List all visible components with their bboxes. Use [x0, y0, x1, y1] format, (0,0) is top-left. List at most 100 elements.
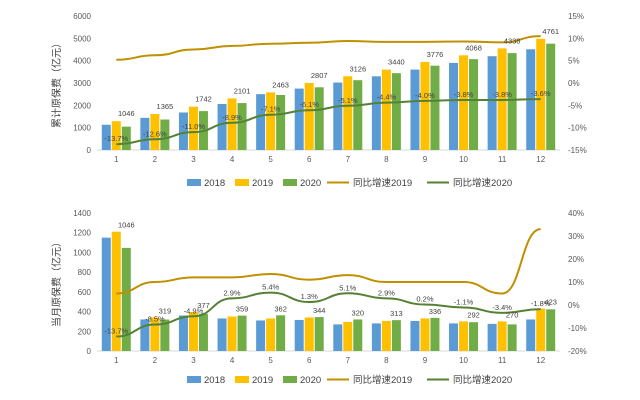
bar-2018-5 — [256, 320, 266, 351]
bar-data-label: 292 — [467, 310, 480, 319]
bar-2018-7 — [333, 82, 343, 150]
y-tick-label: 600 — [78, 288, 92, 297]
bar-2019-1 — [111, 121, 121, 150]
bar-2018-9 — [410, 69, 420, 150]
bar-data-label: 423 — [544, 298, 557, 307]
legend-item-2019: 2019 — [235, 178, 273, 189]
x-tick-label: 7 — [346, 155, 351, 164]
bar-2019-10 — [459, 55, 469, 150]
bar-2020-9 — [430, 317, 440, 351]
y-tick-label: 1000 — [73, 124, 91, 133]
bar-data-label: 3776 — [427, 50, 444, 59]
bar-2020-7 — [353, 319, 363, 351]
bar-2019-1 — [111, 231, 121, 351]
bar-2020-12 — [546, 309, 556, 351]
bar-2018-6 — [294, 319, 304, 351]
y-tick-label: 3000 — [73, 79, 91, 88]
x-tick-label: 1 — [114, 356, 119, 365]
x-tick-label: 1 — [114, 155, 119, 164]
bar-2018-7 — [333, 324, 343, 351]
legend-swatch — [235, 179, 249, 186]
line-data-label: -13.7% — [104, 327, 128, 336]
line-data-label: 0.2% — [416, 295, 433, 304]
y-tick-label: 6000 — [73, 12, 91, 21]
bar-2020-1 — [121, 247, 131, 351]
legend-swatch — [187, 179, 201, 186]
legend-swatch — [283, 376, 297, 383]
bar-2019-9 — [420, 318, 430, 351]
bar-2019-4 — [227, 98, 237, 150]
y2-tick-label: 10% — [568, 278, 584, 287]
x-tick-label: 11 — [498, 155, 507, 164]
bar-2018-2 — [140, 319, 150, 351]
bar-data-label: 4068 — [465, 43, 482, 52]
bar-2019-3 — [188, 312, 198, 351]
bar-2020-8 — [391, 320, 401, 351]
bar-2018-10 — [449, 323, 459, 351]
bar-2020-4 — [237, 315, 247, 351]
legend-label: 同比增速2020 — [453, 177, 512, 189]
bar-2018-8 — [371, 323, 381, 351]
legend-item-2018: 2018 — [187, 375, 225, 386]
bar-2020-3 — [198, 313, 208, 351]
bar-2019-12 — [536, 38, 546, 150]
y-tick-label: 800 — [78, 268, 92, 277]
bar-2020-7 — [353, 80, 363, 150]
bar-2019-2 — [150, 114, 160, 150]
x-tick-label: 9 — [423, 356, 428, 365]
x-tick-label: 3 — [191, 155, 196, 164]
bar-2019-12 — [536, 308, 546, 351]
y2-tick-label: 10% — [568, 34, 584, 43]
y2-tick-label: 20% — [568, 255, 584, 264]
y-tick-label: 2000 — [73, 101, 91, 110]
line-data-label: -11.0% — [182, 122, 206, 131]
line-data-label: -4.9% — [184, 306, 204, 315]
legend-label: 同比增速2019 — [353, 177, 412, 189]
bar-2019-5 — [266, 318, 276, 351]
legend-item-2020: 2020 — [283, 178, 321, 189]
legend-label: 2019 — [252, 375, 273, 386]
bar-data-label: 359 — [236, 305, 249, 314]
bar-data-label: 3126 — [349, 64, 366, 73]
bar-2020-2 — [160, 319, 170, 351]
line-data-label: 1.3% — [301, 292, 318, 301]
x-tick-label: 10 — [459, 155, 468, 164]
line-data-label: -7.1% — [261, 105, 281, 114]
y-tick-label: 1400 — [73, 209, 91, 218]
bar-2018-5 — [256, 94, 266, 150]
bar-2019-11 — [497, 321, 507, 351]
x-tick-label: 12 — [536, 155, 545, 164]
bar-2018-11 — [487, 323, 497, 351]
line-同比增速2019 — [116, 35, 541, 61]
line-data-label: -8.5% — [145, 315, 165, 324]
bar-2020-6 — [314, 87, 324, 150]
bar-2018-8 — [371, 76, 381, 150]
legend-label: 2020 — [300, 375, 321, 386]
legend-swatch — [283, 179, 297, 186]
bar-2018-4 — [217, 318, 227, 351]
x-tick-label: 2 — [153, 356, 158, 365]
bar-2019-8 — [381, 69, 391, 150]
line-data-label: 5.1% — [339, 283, 356, 292]
line-同比增速2020 — [116, 98, 541, 146]
legend-label: 同比增速2019 — [353, 374, 412, 386]
bar-data-label: 1046 — [118, 221, 135, 230]
y-axis-title: 累计原保费（亿元） — [50, 38, 63, 128]
x-tick-label: 10 — [459, 356, 468, 365]
bar-data-label: 362 — [274, 304, 287, 313]
bar-data-label: 313 — [390, 309, 403, 318]
y-tick-label: 5000 — [73, 34, 91, 43]
line-data-label: -4.0% — [415, 91, 435, 100]
bar-2019-8 — [381, 320, 391, 351]
bar-data-label: 2463 — [272, 80, 289, 89]
line-data-label: -1.8% — [531, 299, 551, 308]
bar-2018-3 — [178, 112, 188, 150]
legend-swatch — [235, 376, 249, 383]
monthly-premium-chart: 0200400600800100012001400-20%-10%0%10%20… — [50, 209, 587, 386]
legend-swatch — [187, 376, 201, 383]
line-同比增速2020 — [116, 291, 541, 338]
y2-tick-label: -5% — [568, 101, 582, 110]
bar-data-label: 1046 — [118, 109, 135, 118]
x-tick-label: 11 — [498, 356, 507, 365]
y-tick-label: 0 — [87, 347, 92, 356]
